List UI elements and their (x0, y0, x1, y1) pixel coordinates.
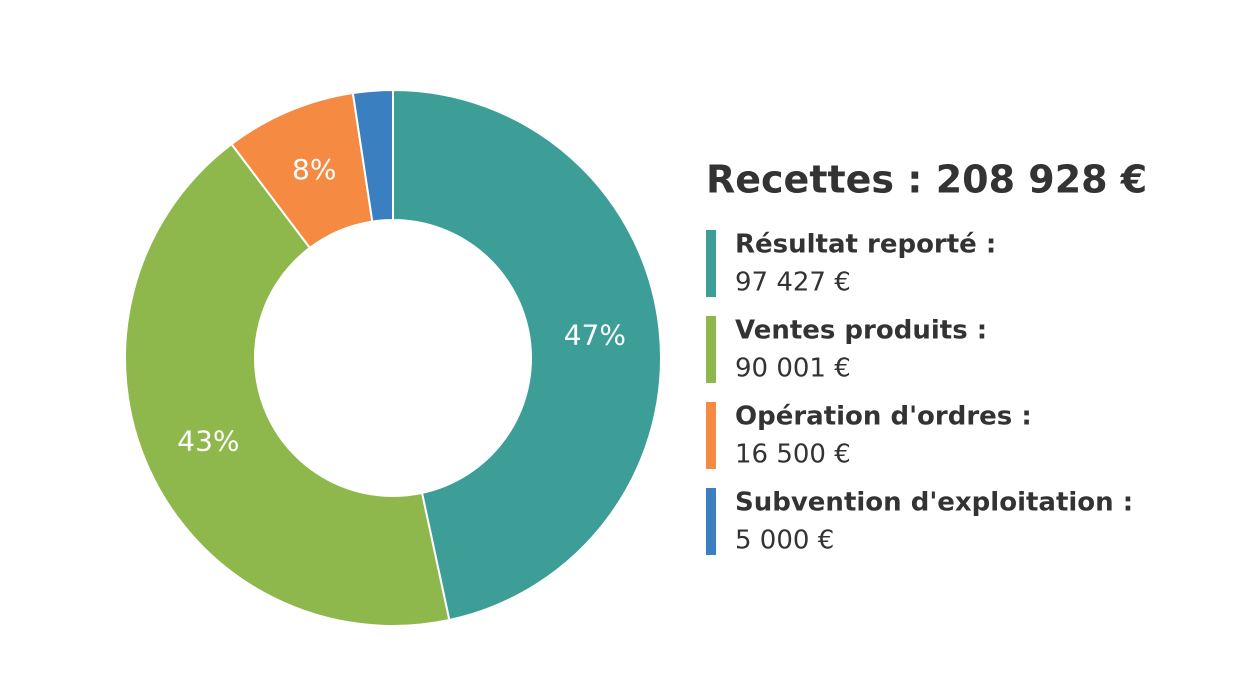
slice-label: 8% (292, 153, 336, 186)
legend-name: Opération d'ordres : (735, 402, 1032, 432)
legend-value: 90 001 € (735, 354, 851, 384)
chart-title: Recettes : 208 928 € (706, 158, 1147, 202)
legend-value: 16 500 € (735, 440, 851, 470)
slice-label: 43% (177, 424, 239, 457)
donut-slice (351, 88, 394, 223)
legend-swatch (706, 230, 716, 297)
slice-label: 47% (564, 319, 626, 352)
legend-name: Ventes produits : (735, 316, 987, 346)
legend-value: 97 427 € (735, 268, 851, 298)
legend-swatch (706, 316, 716, 383)
legend-name: Résultat reporté : (735, 230, 996, 260)
legend-swatch (706, 402, 716, 469)
donut-slice (392, 88, 662, 622)
legend-swatch (706, 488, 716, 555)
legend-value: 5 000 € (735, 526, 834, 556)
donut-slice (124, 142, 451, 627)
legend-name: Subvention d'exploitation : (735, 488, 1133, 518)
